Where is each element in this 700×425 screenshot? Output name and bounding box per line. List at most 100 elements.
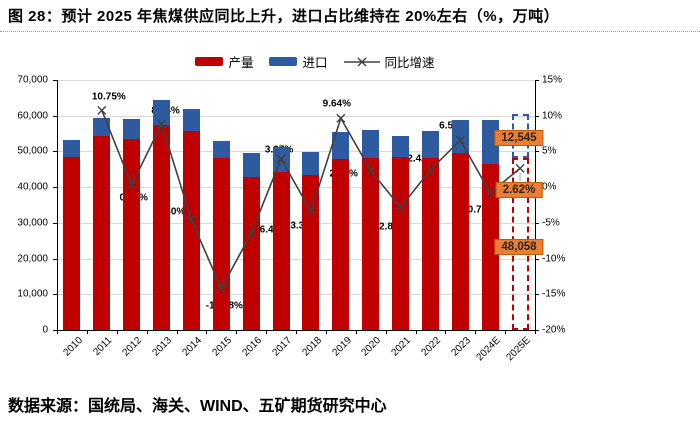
- legend-label: 同比增速: [384, 56, 435, 70]
- x-axis-tick-label: 2015: [210, 335, 235, 359]
- y-axis-left-tick: [53, 258, 57, 260]
- x-axis-tick-label: 2016: [240, 335, 264, 359]
- source-note: 数据来源：国统局、海关、WIND、五矿期货研究中心: [8, 398, 387, 415]
- y-axis-left-tick: [53, 187, 57, 189]
- bar-production: [153, 125, 171, 330]
- y-axis-left-tick-label: 70,000: [17, 74, 48, 86]
- bar-imports: [153, 100, 171, 125]
- x-axis-tick-label: 2014: [180, 335, 205, 359]
- x-axis-tick-label: 2017: [270, 335, 294, 359]
- x-axis-tick-label: 2018: [300, 335, 324, 359]
- y-axis-left-tick-label: 20,000: [17, 253, 48, 265]
- legend-label: 产量: [228, 56, 254, 70]
- x-axis-tick: [475, 330, 477, 334]
- y-axis-left-tick: [53, 330, 57, 331]
- x-axis-tick-label: 2024E: [474, 335, 503, 364]
- legend-swatch: [195, 57, 224, 66]
- bar-imports: [451, 120, 469, 153]
- x-axis-tick-label: 2011: [91, 335, 115, 358]
- y-axis-right-tick: [535, 294, 539, 296]
- x-axis-tick: [505, 330, 507, 334]
- bar-production: [421, 157, 439, 330]
- x-axis-tick-label: 2022: [419, 335, 444, 359]
- x-axis-tick: [57, 330, 58, 334]
- y-axis-left-tick: [53, 151, 57, 153]
- bar-production: [63, 156, 81, 330]
- bar-production: [123, 138, 141, 330]
- gridline: [57, 115, 535, 117]
- y-axis-right-tick-label: 5%: [542, 145, 557, 157]
- bar-imports: [272, 146, 290, 172]
- bar-imports: [421, 131, 439, 158]
- legend-label: 进口: [302, 56, 328, 70]
- x-axis-tick: [86, 330, 88, 334]
- y-axis-right-tick-label: -15%: [542, 288, 566, 300]
- bar-imports: [182, 108, 200, 132]
- bar-production: [242, 177, 260, 330]
- x-axis-tick: [535, 330, 536, 334]
- gridline: [57, 294, 535, 296]
- x-axis-tick-label: 2012: [120, 335, 145, 359]
- title-divider: [0, 31, 700, 32]
- bar-imports: [63, 140, 81, 157]
- x-axis-tick-label: 2025E: [504, 335, 533, 364]
- y-axis-right-tick: [535, 330, 539, 331]
- x-axis-tick-label: 2021: [389, 335, 414, 359]
- bar-imports: [332, 132, 350, 159]
- x-axis-tick: [415, 330, 417, 334]
- growth-point-label: 10.75%: [91, 91, 126, 103]
- legend-item-growth: 同比增速: [343, 52, 435, 71]
- bar-imports: [242, 152, 260, 178]
- bar-production: [362, 157, 380, 330]
- chart-legend: 产量 进口 同比增速: [0, 52, 630, 71]
- y-axis-right-tick-label: 15%: [542, 74, 563, 86]
- bar-production: [392, 157, 410, 330]
- bar-imports: [362, 130, 380, 158]
- y-axis-left-tick-label: 30,000: [17, 217, 48, 229]
- y-axis-right-tick-label: -5%: [542, 217, 560, 229]
- bar-production: [212, 157, 230, 330]
- x-axis-tick-label: 2023: [449, 335, 474, 359]
- x-axis-tick-label: 2020: [359, 335, 384, 359]
- y-axis-right-line: [535, 80, 536, 330]
- y-axis-right-tick: [535, 80, 539, 81]
- x-axis-tick: [206, 330, 208, 334]
- y-axis-left-tick-label: 50,000: [17, 145, 48, 157]
- production-callout: 48,058: [494, 239, 544, 255]
- x-axis-tick: [355, 330, 357, 334]
- y-axis-right-tick: [535, 115, 539, 117]
- y-axis-left-tick-label: 40,000: [17, 181, 48, 193]
- growth-marker: [97, 105, 107, 115]
- y-axis-left-tick-label: 0: [42, 324, 48, 336]
- y-axis-right-tick: [535, 222, 539, 224]
- y-axis-left-tick: [53, 294, 57, 296]
- y-axis-left-tick-label: 60,000: [17, 110, 48, 122]
- y-axis-left-tick: [53, 222, 57, 224]
- x-axis-tick: [296, 330, 297, 334]
- bar-production: [182, 131, 200, 330]
- legend-item-进口: 进口: [269, 52, 328, 71]
- bar-production: [302, 175, 320, 330]
- y-axis-right-tick-label: 0%: [542, 181, 557, 193]
- x-axis-tick: [445, 330, 447, 334]
- y-axis-right-tick-label: -10%: [542, 253, 566, 265]
- y-axis-left-line: [57, 80, 58, 330]
- x-axis-tick: [236, 330, 238, 334]
- x-axis-tick-label: 2010: [61, 335, 85, 359]
- x-axis-tick: [176, 330, 178, 334]
- bar-imports: [392, 136, 410, 158]
- bar-production: [93, 136, 111, 330]
- bar-imports: [93, 117, 111, 137]
- y-axis-left-tick: [53, 80, 57, 81]
- growth-callout: 2.62%: [495, 182, 543, 198]
- x-axis-tick-label: 2013: [150, 335, 175, 359]
- imports-callout: 12,545: [494, 130, 544, 146]
- x-axis-tick: [116, 330, 118, 334]
- x-axis-tick: [325, 330, 327, 334]
- bar-imports: [302, 151, 320, 175]
- y-axis-right-tick: [535, 258, 539, 260]
- figure-title: 图 28：预计 2025 年焦煤供应同比上升，进口占比维持在 20%左右（%，万…: [8, 8, 560, 25]
- y-axis-right-tick: [535, 151, 539, 153]
